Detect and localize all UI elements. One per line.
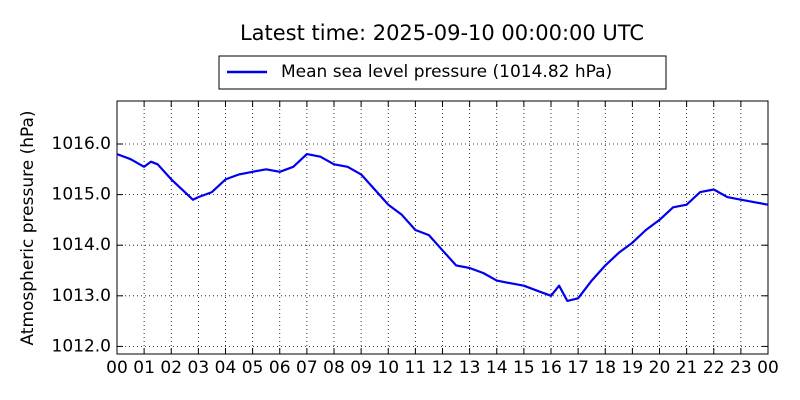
- x-tick-label: 05: [242, 358, 264, 378]
- x-tick-label: 09: [350, 358, 372, 378]
- x-tick-label: 16: [540, 358, 562, 378]
- x-tick-label: 07: [296, 358, 318, 378]
- x-tick-label: 00: [757, 358, 779, 378]
- x-tick-label: 03: [188, 358, 210, 378]
- x-tick-label: 06: [269, 358, 291, 378]
- x-tick-label: 04: [215, 358, 237, 378]
- x-tick-label: 17: [567, 358, 589, 378]
- legend-box: [218, 55, 667, 90]
- y-tick-label: 1013.0: [52, 286, 111, 306]
- y-axis-label: Atmospheric pressure (hPa): [18, 110, 38, 345]
- x-tick-label: 23: [730, 358, 752, 378]
- chart-title: Latest time: 2025-09-10 00:00:00 UTC: [240, 21, 644, 45]
- x-tick-label: 21: [676, 358, 698, 378]
- x-tick-label: 02: [160, 358, 182, 378]
- x-tick-label: 00: [106, 358, 128, 378]
- x-tick-label: 13: [459, 358, 481, 378]
- legend-label: Mean sea level pressure (1014.82 hPa): [281, 62, 612, 82]
- x-tick-label: 14: [486, 358, 508, 378]
- y-tick-label: 1016.0: [52, 134, 111, 154]
- y-tick-label: 1012.0: [52, 336, 111, 356]
- x-tick-label: 20: [649, 358, 671, 378]
- x-tick-label: 15: [513, 358, 535, 378]
- x-tick-label: 01: [133, 358, 155, 378]
- x-tick-label: 12: [432, 358, 454, 378]
- y-tick-label: 1014.0: [52, 235, 111, 255]
- x-tick-label: 10: [377, 358, 399, 378]
- plot-frame: [116, 100, 769, 355]
- x-tick-label: 22: [703, 358, 725, 378]
- x-tick-label: 11: [405, 358, 427, 378]
- x-tick-label: 08: [323, 358, 345, 378]
- x-tick-label: 19: [622, 358, 644, 378]
- x-tick-label: 18: [594, 358, 616, 378]
- y-tick-label: 1015.0: [52, 185, 111, 205]
- data-line: [116, 153, 769, 302]
